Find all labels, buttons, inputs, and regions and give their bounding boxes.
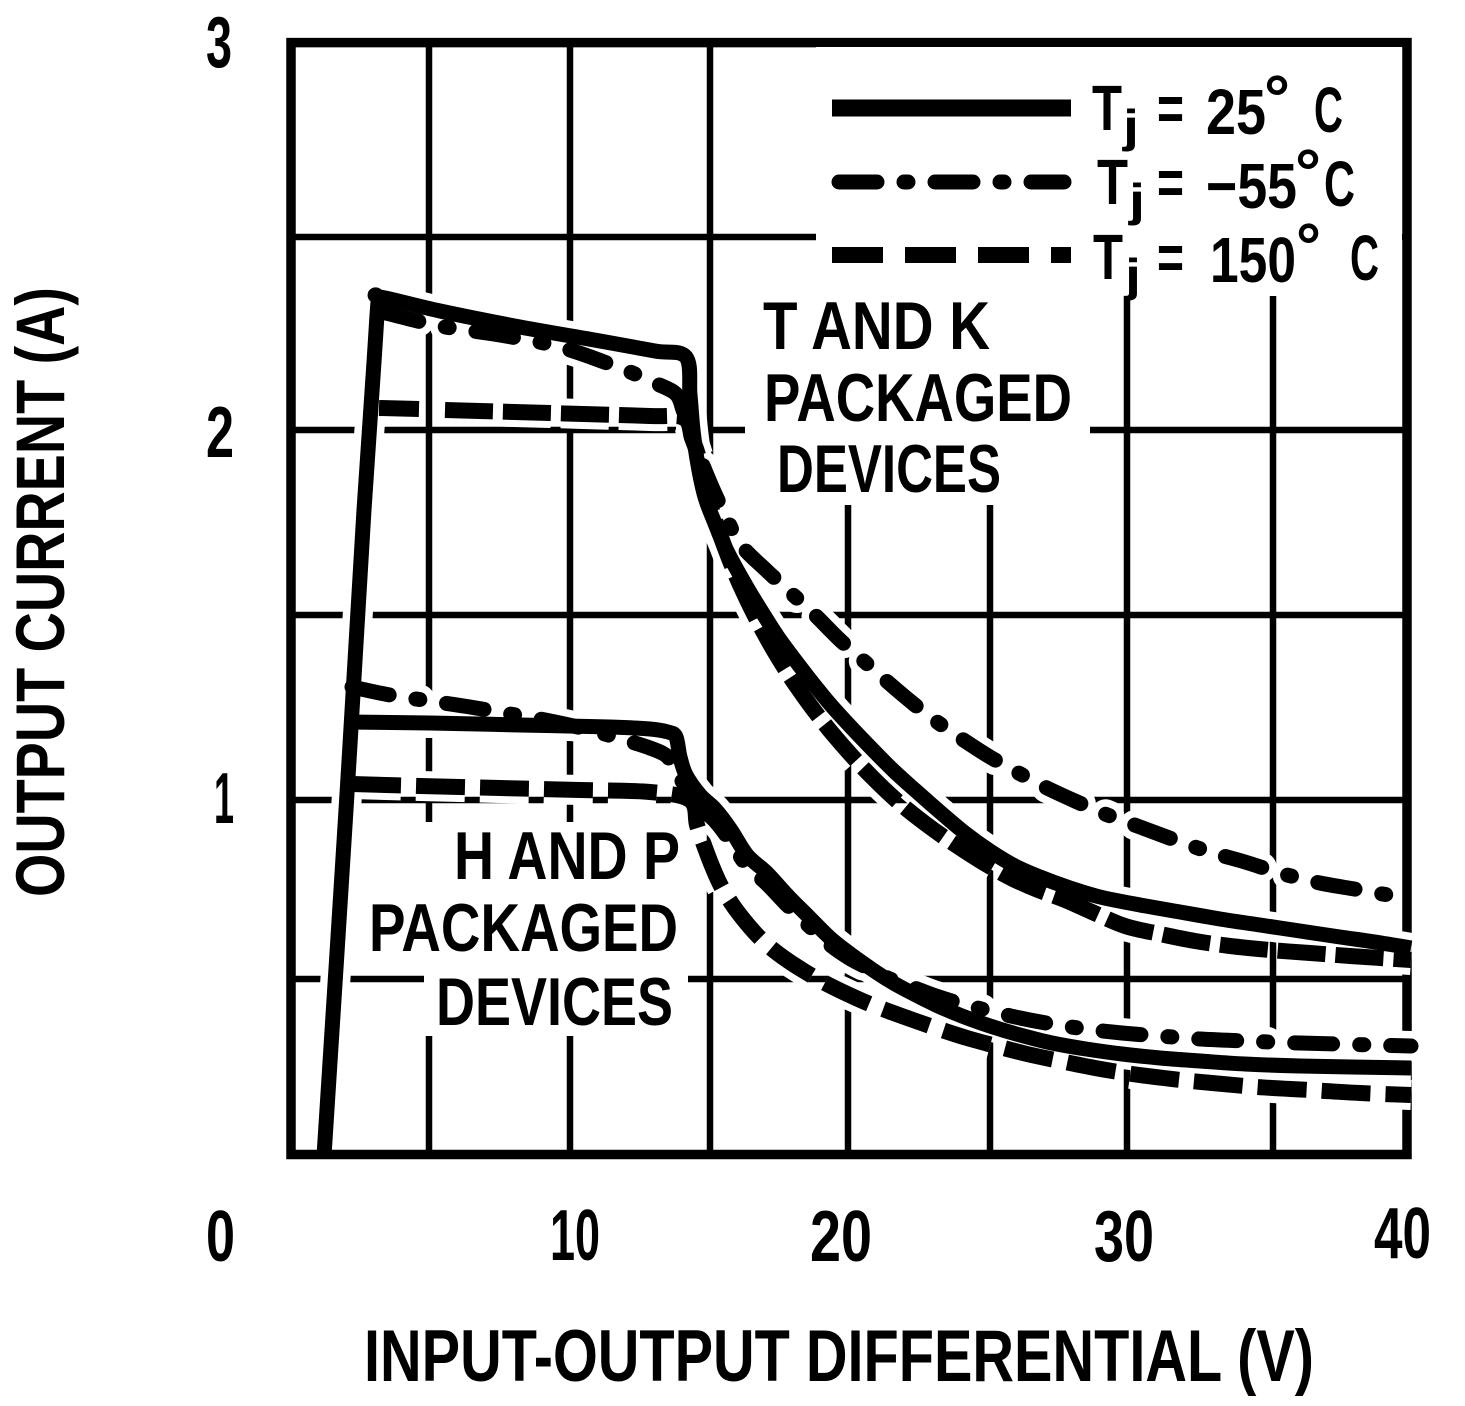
svg-text:H AND P: H AND P xyxy=(454,818,680,894)
svg-text:T: T xyxy=(1097,146,1128,218)
svg-text:=: = xyxy=(1157,72,1184,144)
svg-text:j: j xyxy=(1122,100,1139,152)
svg-text:20: 20 xyxy=(810,1197,872,1277)
svg-text:PACKAGED: PACKAGED xyxy=(369,890,678,966)
svg-text:25: 25 xyxy=(1206,76,1266,148)
svg-text:T: T xyxy=(1092,72,1122,144)
svg-text:C: C xyxy=(1350,222,1379,294)
svg-text:C: C xyxy=(1324,148,1355,220)
svg-text:INPUT-OUTPUT DIFFERENTIAL (V): INPUT-OUTPUT DIFFERENTIAL (V) xyxy=(364,1316,1314,1397)
svg-text:C: C xyxy=(1314,74,1343,146)
svg-text:j: j xyxy=(1128,174,1145,226)
svg-text:DEVICES: DEVICES xyxy=(436,964,673,1040)
svg-text:3: 3 xyxy=(206,3,232,83)
svg-text:°: ° xyxy=(1295,136,1321,208)
svg-text:2: 2 xyxy=(206,393,234,473)
svg-text:T: T xyxy=(1093,221,1123,293)
svg-text:30: 30 xyxy=(1094,1197,1154,1277)
svg-text:0: 0 xyxy=(206,1197,235,1277)
svg-text:=: = xyxy=(1157,146,1184,218)
svg-text:40: 40 xyxy=(1374,1194,1431,1274)
svg-text:PACKAGED: PACKAGED xyxy=(764,360,1072,436)
svg-text:T AND K: T AND K xyxy=(763,288,990,364)
svg-text:°: ° xyxy=(1296,210,1321,282)
svg-text:j: j xyxy=(1124,249,1141,301)
svg-text:10: 10 xyxy=(550,1196,600,1276)
svg-text:DEVICES: DEVICES xyxy=(777,431,1001,507)
svg-text:OUTPUT CURRENT (A): OUTPUT CURRENT (A) xyxy=(2,287,79,897)
svg-text:150: 150 xyxy=(1210,224,1296,296)
svg-text:−55: −55 xyxy=(1206,150,1297,222)
svg-text:°: ° xyxy=(1264,62,1290,134)
svg-text:=: = xyxy=(1157,221,1184,293)
svg-text:1: 1 xyxy=(214,759,234,839)
